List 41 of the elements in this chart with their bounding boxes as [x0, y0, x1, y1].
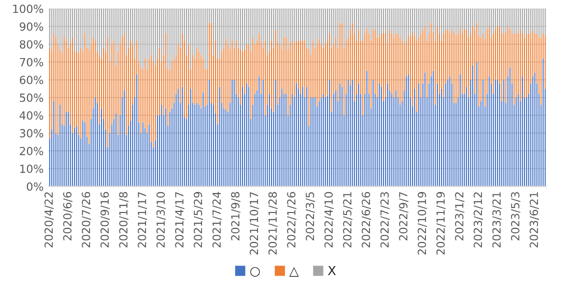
- x-tick-label: 2022/7/23: [380, 192, 390, 248]
- legend-label: X: [328, 266, 336, 276]
- y-tick-label: 90%: [20, 22, 44, 31]
- x-tick-label: 2022/5/21: [343, 192, 352, 248]
- y-tick-label: 0%: [26, 182, 44, 191]
- x-tick-label: 2021/9/8: [231, 192, 240, 240]
- x-tick-label: 2023/6/21: [530, 192, 539, 248]
- x-tick-label: 2021/1/17: [138, 192, 148, 248]
- x-tick-label: 2021/3/10: [156, 192, 166, 248]
- x-tick-label: 2022/3/5: [306, 192, 316, 240]
- y-tick-label: 10%: [20, 164, 44, 174]
- y-tick-label: 50%: [20, 94, 44, 102]
- x-tick-label: 2021/7/24: [212, 192, 222, 248]
- x-tick-label: 2021/5/29: [194, 192, 204, 248]
- x-tick-label: 2022/9/7: [399, 192, 408, 240]
- x-tick-label: 2022/4/10: [324, 192, 334, 248]
- x-tick-label: 2022/10/19: [418, 192, 427, 254]
- x-tick-label: 2020/7/26: [82, 192, 92, 248]
- x-tick-label: 2023/3/21: [492, 192, 502, 248]
- x-tick-label: 2020/4/22: [44, 192, 54, 248]
- y-tick-label: 20%: [20, 146, 44, 156]
- x-tick-label: 2023/2/12: [474, 192, 483, 248]
- legend-label: ○: [250, 267, 260, 277]
- x-tick-label: 2020/11/8: [119, 192, 128, 248]
- x-tick-label: 2023/1/2: [455, 192, 464, 240]
- x-tick-label: 2022/11/19: [436, 192, 446, 254]
- y-tick-label: 60%: [20, 76, 44, 84]
- x-tick-label: 2020/6/6: [63, 192, 72, 240]
- x-tick-label: 2023/5/3: [511, 192, 520, 240]
- legend-label: △: [289, 267, 299, 277]
- x-tick-label: 2020/9/16: [100, 192, 110, 248]
- y-tick-label: 80%: [20, 40, 44, 49]
- y-tick-label: 70%: [20, 58, 44, 66]
- x-tick-label: 2022/1/26: [287, 192, 296, 248]
- x-tick-label: 2022/6/26: [362, 192, 371, 248]
- y-tick-label: 40%: [20, 111, 44, 120]
- x-tick-label: 2021/11/28: [268, 192, 278, 254]
- x-tick-label: 2021/4/17: [175, 192, 184, 248]
- y-tick-label: 100%: [13, 4, 44, 14]
- y-tick-label: 30%: [20, 129, 44, 138]
- x-tick-label: 2021/10/17: [250, 192, 260, 254]
